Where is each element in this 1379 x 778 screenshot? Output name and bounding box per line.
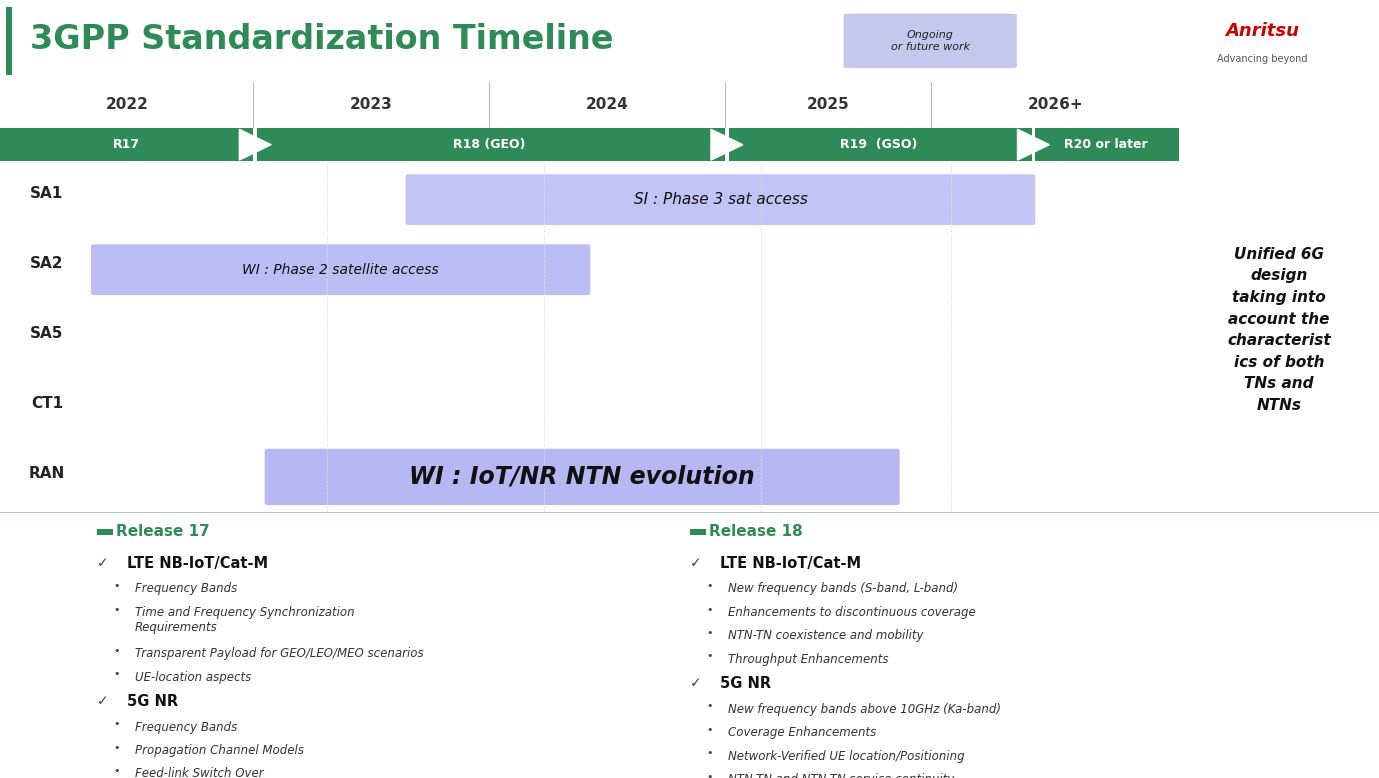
- Text: Enhancements to discontinuous coverage: Enhancements to discontinuous coverage: [728, 606, 976, 619]
- Text: Frequency Bands: Frequency Bands: [135, 583, 237, 595]
- Text: WI : Phase 2 satellite access: WI : Phase 2 satellite access: [243, 263, 439, 277]
- FancyBboxPatch shape: [265, 449, 899, 505]
- Polygon shape: [712, 129, 743, 160]
- Text: LTE NB-IoT/Cat-M: LTE NB-IoT/Cat-M: [127, 555, 268, 571]
- Text: 5G NR: 5G NR: [127, 694, 178, 709]
- Text: SA2: SA2: [30, 256, 63, 271]
- Text: •: •: [113, 605, 120, 615]
- Text: Frequency Bands: Frequency Bands: [135, 720, 237, 734]
- Text: Anritsu: Anritsu: [1225, 22, 1299, 40]
- Text: •: •: [706, 581, 713, 591]
- Text: •: •: [706, 605, 713, 615]
- Text: •: •: [706, 628, 713, 638]
- Bar: [1036, 128, 1179, 161]
- Bar: [256, 128, 725, 161]
- Text: Propagation Channel Models: Propagation Channel Models: [135, 744, 303, 757]
- Text: •: •: [113, 743, 120, 752]
- Text: RAN: RAN: [29, 466, 65, 481]
- Text: •: •: [113, 719, 120, 729]
- Text: R19  (GSO): R19 (GSO): [840, 138, 917, 151]
- Text: SA1: SA1: [30, 186, 63, 201]
- Bar: [0, 128, 254, 161]
- Text: Release 17: Release 17: [116, 524, 210, 538]
- Text: R17: R17: [113, 138, 141, 151]
- Text: SI : Phase 3 sat access: SI : Phase 3 sat access: [633, 192, 808, 207]
- Text: Feed-link Switch Over: Feed-link Switch Over: [135, 767, 263, 778]
- Text: Ongoing
or future work: Ongoing or future work: [891, 30, 969, 51]
- Text: •: •: [113, 646, 120, 656]
- Text: ✓: ✓: [97, 694, 108, 708]
- Text: R18 (GEO): R18 (GEO): [454, 138, 525, 151]
- Text: 2023: 2023: [350, 97, 393, 112]
- Text: Release 18: Release 18: [709, 524, 803, 538]
- Text: ✓: ✓: [690, 555, 701, 569]
- Text: New frequency bands above 10GHz (Ka-band): New frequency bands above 10GHz (Ka-band…: [728, 703, 1001, 716]
- Text: Coverage Enhancements: Coverage Enhancements: [728, 726, 877, 739]
- Text: NTN-TN coexistence and mobility: NTN-TN coexistence and mobility: [728, 629, 924, 643]
- Text: NTN-TN and NTN-TN service continuity: NTN-TN and NTN-TN service continuity: [728, 773, 954, 778]
- Text: •: •: [706, 651, 713, 661]
- Bar: [6, 6, 12, 75]
- Text: 2022: 2022: [105, 97, 148, 112]
- Text: LTE NB-IoT/Cat-M: LTE NB-IoT/Cat-M: [720, 555, 860, 571]
- Text: •: •: [706, 725, 713, 734]
- Text: ✓: ✓: [690, 676, 701, 690]
- Text: 3GPP Standardization Timeline: 3GPP Standardization Timeline: [30, 23, 614, 56]
- Text: New frequency bands (S-band, L-band): New frequency bands (S-band, L-band): [728, 583, 958, 595]
- Text: •: •: [113, 669, 120, 679]
- Text: Transparent Payload for GEO/LEO/MEO scenarios: Transparent Payload for GEO/LEO/MEO scen…: [135, 647, 423, 660]
- Text: Unified 6G
design
taking into
account the
characterist
ics of both
TNs and
NTNs: Unified 6G design taking into account th…: [1227, 247, 1331, 413]
- Polygon shape: [1018, 129, 1049, 160]
- Text: •: •: [113, 581, 120, 591]
- Text: Throughput Enhancements: Throughput Enhancements: [728, 653, 888, 666]
- Text: R20 or later: R20 or later: [1063, 138, 1147, 151]
- Text: WI : IoT/NR NTN evolution: WI : IoT/NR NTN evolution: [410, 465, 756, 489]
- Text: CT1: CT1: [30, 396, 63, 411]
- Text: •: •: [706, 748, 713, 759]
- Text: 2025: 2025: [807, 97, 849, 112]
- Polygon shape: [240, 129, 272, 160]
- Text: Advancing beyond: Advancing beyond: [1216, 54, 1307, 64]
- Text: Network-Verified UE location/Positioning: Network-Verified UE location/Positioning: [728, 749, 965, 762]
- Text: •: •: [706, 772, 713, 778]
- Text: 2024: 2024: [586, 97, 629, 112]
- Text: SA5: SA5: [30, 326, 63, 341]
- Bar: [690, 529, 706, 534]
- Bar: [728, 128, 1031, 161]
- Text: •: •: [706, 702, 713, 711]
- Text: 5G NR: 5G NR: [720, 676, 771, 691]
- Bar: [97, 529, 113, 534]
- Text: Time and Frequency Synchronization
Requirements: Time and Frequency Synchronization Requi…: [135, 606, 354, 634]
- FancyBboxPatch shape: [91, 244, 590, 295]
- Text: ✓: ✓: [97, 555, 108, 569]
- FancyBboxPatch shape: [844, 14, 1016, 68]
- Text: •: •: [113, 766, 120, 776]
- Text: UE-location aspects: UE-location aspects: [135, 671, 251, 684]
- FancyBboxPatch shape: [405, 174, 1036, 225]
- Text: 2026+: 2026+: [1027, 97, 1083, 112]
